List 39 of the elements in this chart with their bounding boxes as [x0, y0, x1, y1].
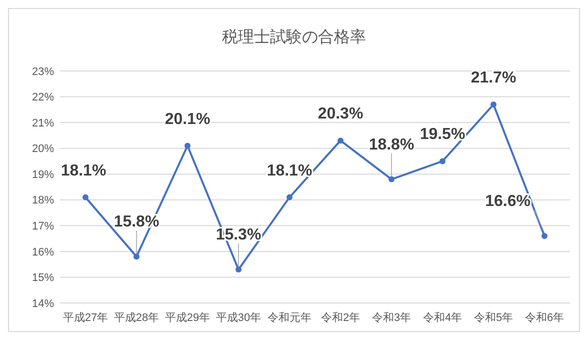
point — [388, 176, 394, 182]
x-tick-label: 平成28年 — [114, 311, 160, 324]
x-tick-label: 令和2年 — [320, 311, 360, 324]
y-tick-label: 19% — [32, 168, 54, 181]
x-tick-label: 令和4年 — [422, 311, 462, 324]
x-tick-label: 平成27年 — [62, 311, 108, 324]
y-tick-label: 15% — [32, 272, 54, 284]
x-tick-label: 平成30年 — [216, 311, 262, 324]
data-label: 19.5% — [420, 126, 466, 144]
x-tick-label: 令和5年 — [474, 311, 514, 324]
y-tick-label: 17% — [32, 220, 54, 233]
data-label: 18.1% — [60, 162, 106, 180]
data-label: 21.7% — [470, 70, 516, 87]
y-tick-label: 14% — [32, 298, 54, 310]
y-tick-label: 18% — [32, 194, 54, 207]
x-tick-label: 令和元年 — [268, 311, 312, 324]
point — [236, 266, 242, 272]
data-label: 18.8% — [368, 136, 414, 154]
chart-title: 税理士試験の合格率 — [222, 28, 366, 46]
point — [82, 194, 88, 200]
data-label: 16.6% — [485, 192, 530, 210]
point — [134, 254, 140, 260]
y-tick-label: 23% — [32, 66, 54, 78]
data-label: 20.1% — [164, 110, 210, 128]
point — [490, 102, 496, 108]
y-tick-label: 21% — [32, 117, 54, 130]
y-tick-label: 22% — [32, 92, 54, 104]
point — [184, 142, 190, 149]
data-label: 20.3% — [318, 106, 364, 123]
y-tick-label: 16% — [32, 246, 54, 258]
x-tick-label: 令和6年 — [524, 311, 564, 324]
y-tick-label: 20% — [32, 143, 54, 156]
x-tick-label: 令和3年 — [372, 311, 412, 324]
point — [542, 232, 548, 239]
point — [338, 138, 344, 144]
point — [440, 158, 446, 164]
point — [286, 194, 292, 200]
x-tick-label: 平成29年 — [164, 311, 210, 324]
data-label: 18.1% — [266, 162, 312, 180]
